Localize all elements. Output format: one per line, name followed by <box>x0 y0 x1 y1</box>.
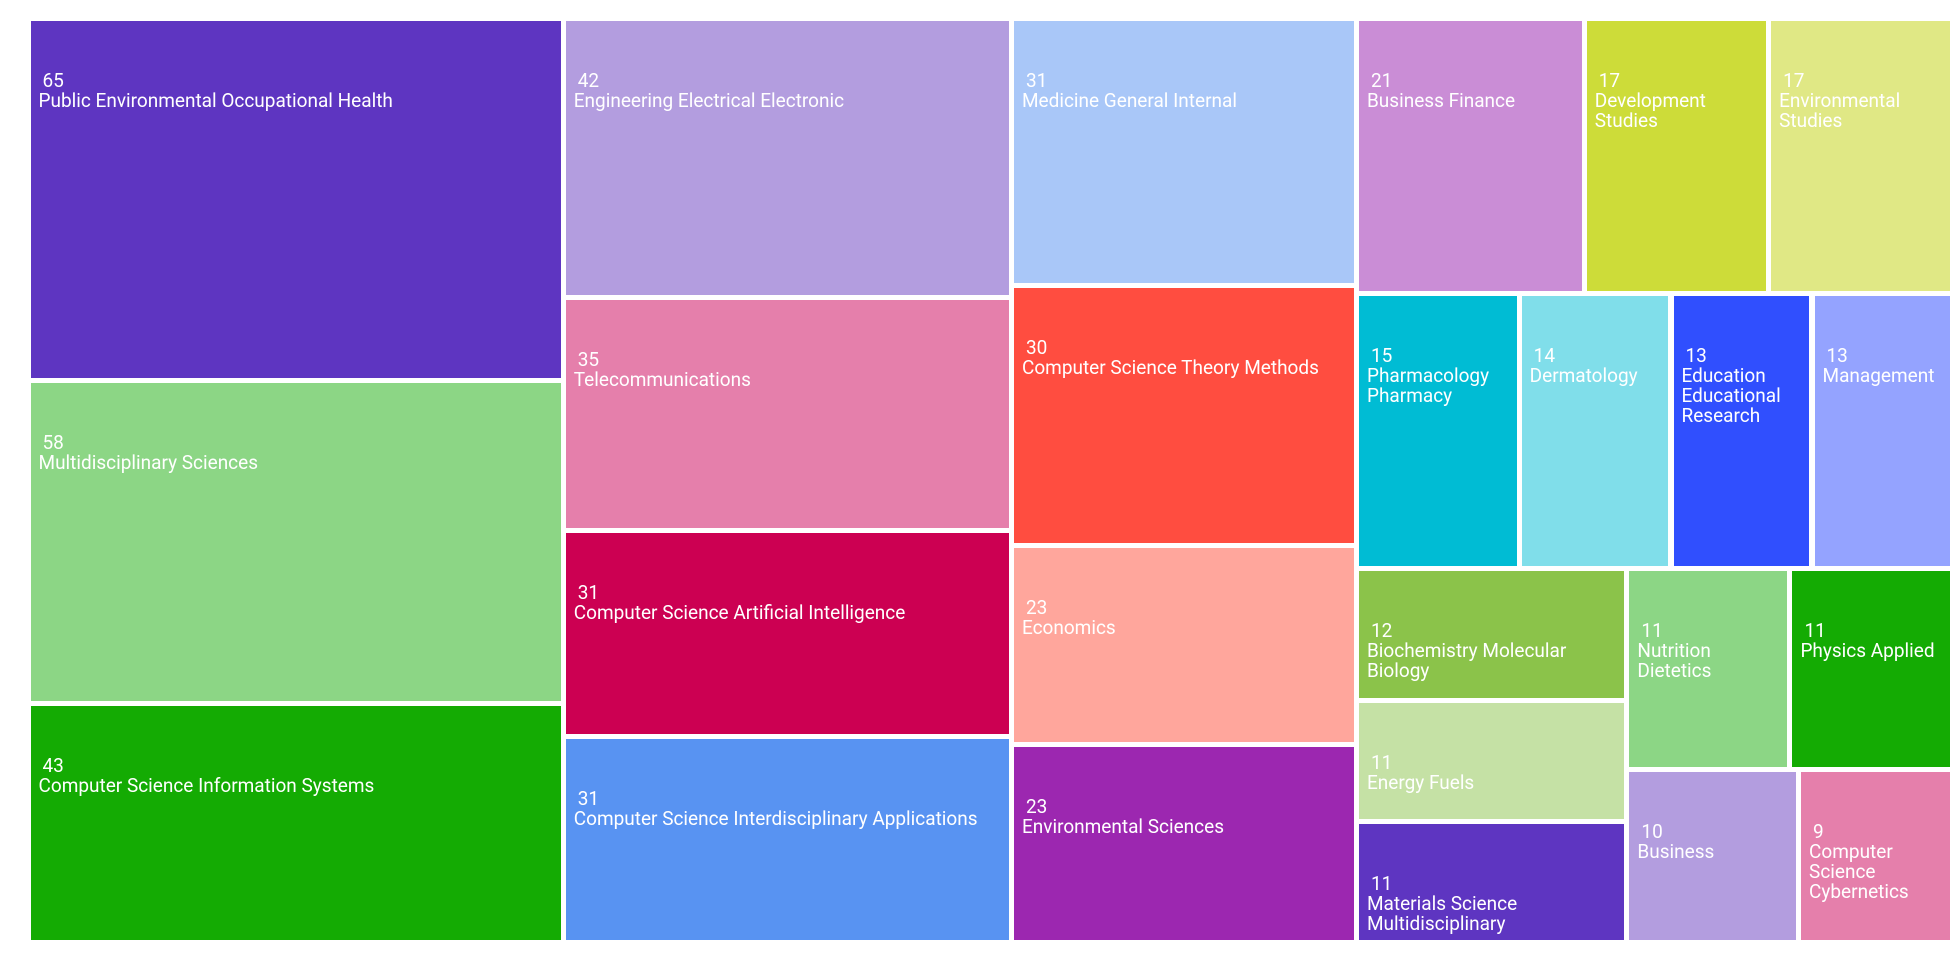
tile-label: Management <box>1822 363 1935 387</box>
tile-label: Medicine General Internal <box>1021 88 1237 112</box>
tile: 35 Telecommunications <box>565 299 1009 528</box>
tile-label: Business <box>1637 839 1715 863</box>
tile: 13 Education Educational Research <box>1673 295 1810 566</box>
tile-label: Environmental Sciences <box>1021 814 1225 838</box>
tile-value: 12 <box>1370 618 1393 642</box>
tile-value: 11 <box>1804 618 1826 642</box>
tile-label: Education Educational Research <box>1681 363 1781 427</box>
tile-label: Computer Science Cybernetics <box>1809 839 1909 903</box>
tile-value: 65 <box>42 68 64 92</box>
tile-label: Environmental Studies <box>1779 88 1901 132</box>
tile-value: 11 <box>1641 618 1663 642</box>
tile: 17 Development Studies <box>1586 20 1767 291</box>
tile: 9 Computer Science Cybernetics <box>1801 771 1951 941</box>
tile-value: 10 <box>1641 819 1663 843</box>
tile-label: Dermatology <box>1529 363 1638 387</box>
tile: 58 Multidisciplinary Sciences <box>30 382 561 701</box>
tile: 65 Public Environmental Occupational Heal… <box>30 20 561 378</box>
tile-value: 13 <box>1826 343 1848 367</box>
tile: 31 Medicine General Internal <box>1013 20 1354 284</box>
tile: 12 Biochemistry Molecular Biology <box>1358 570 1625 698</box>
tile-value: 58 <box>42 430 64 454</box>
tile-value: 43 <box>42 753 64 777</box>
tile-label: Computer Science Interdisciplinary Appli… <box>573 807 978 831</box>
tile: 30 Computer Science Theory Methods <box>1013 288 1354 543</box>
tile-label: Business Finance <box>1366 88 1516 112</box>
tile: 17 Environmental Studies <box>1771 20 1951 291</box>
tile-label: Physics Applied <box>1800 638 1935 662</box>
tile: 10 Business <box>1629 771 1797 941</box>
tile: 11 Energy Fuels <box>1358 702 1625 820</box>
tile-label: Materials Science Multidisciplinary <box>1366 892 1518 936</box>
tile-label: Energy Fuels <box>1366 770 1475 794</box>
tile-value: 23 <box>1025 595 1048 619</box>
tile-value: 31 <box>577 787 600 811</box>
tile: 11 Nutrition Dietetics <box>1629 570 1788 767</box>
tile-label: Public Environmental Occupational Health <box>38 88 393 112</box>
tile-label: Development Studies <box>1594 88 1706 132</box>
tile-label: Biochemistry Molecular Biology <box>1366 638 1567 682</box>
tile: 21 Business Finance <box>1358 20 1582 291</box>
tile: 31 Computer Science Artificial Intelligen… <box>565 532 1009 735</box>
tile-value: 17 <box>1783 68 1805 92</box>
tile: 42 Engineering Electrical Electronic <box>565 20 1009 295</box>
tile: 15 Pharmacology Pharmacy <box>1358 295 1517 566</box>
tile-value: 42 <box>577 68 600 92</box>
tile-label: Engineering Electrical Electronic <box>573 88 845 112</box>
tile-value: 9 <box>1813 819 1824 843</box>
tile-value: 35 <box>577 347 600 371</box>
tile-value: 11 <box>1370 750 1393 774</box>
tile-label: Nutrition Dietetics <box>1637 638 1712 682</box>
tile: 43 Computer Science Information Systems <box>30 705 561 941</box>
tile-label: Computer Science Artificial Intelligence <box>573 600 906 624</box>
tile: 23 Economics <box>1013 547 1354 742</box>
tile: 11 Materials Science Multidisciplinary <box>1358 824 1625 941</box>
tile: 11 Physics Applied <box>1792 570 1951 767</box>
tile-label: Computer Science Theory Methods <box>1021 356 1319 380</box>
tile-value: 17 <box>1598 68 1621 92</box>
tile-value: 31 <box>1025 68 1048 92</box>
tile-value: 31 <box>577 580 600 604</box>
tile-label: Telecommunications <box>573 367 751 391</box>
tile-label: Economics <box>1021 615 1116 639</box>
tile-value: 30 <box>1025 336 1048 360</box>
tile-value: 23 <box>1025 794 1048 818</box>
tile-label: Computer Science Information Systems <box>38 773 375 797</box>
tile-value: 14 <box>1533 343 1556 367</box>
tile-label: Pharmacology Pharmacy <box>1366 363 1490 407</box>
tile-value: 21 <box>1370 68 1393 92</box>
tile-value: 15 <box>1370 343 1393 367</box>
tile-value: 13 <box>1685 343 1707 367</box>
tile: 14 Dermatology <box>1521 295 1669 566</box>
tile: 13 Management <box>1814 295 1951 566</box>
tile-value: 11 <box>1370 872 1393 896</box>
tile: 31 Computer Science Interdisciplinary App… <box>565 739 1009 941</box>
tile-label: Multidisciplinary Sciences <box>38 450 259 474</box>
tile: 23 Environmental Sciences <box>1013 746 1354 941</box>
